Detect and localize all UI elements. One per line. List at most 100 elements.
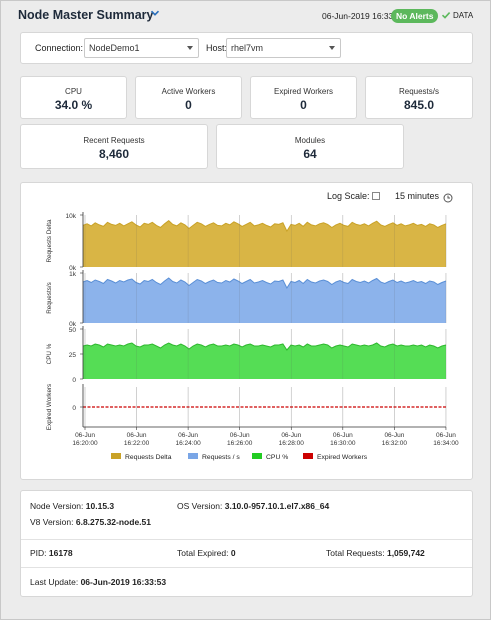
os-version-label: OS Version: xyxy=(177,501,223,511)
x-tick-date: 06-Jun xyxy=(178,432,198,439)
pid-label: PID: xyxy=(30,548,47,558)
series-line-0 xyxy=(82,220,447,233)
x-tick-time: 16:30:00 xyxy=(330,440,356,447)
kpi-modules[interactable]: Modules 64 xyxy=(216,124,404,169)
x-tick-time: 16:34:00 xyxy=(433,440,459,447)
x-tick-time: 16:32:00 xyxy=(382,440,408,447)
legend-swatch xyxy=(188,453,198,459)
node-version-label: Node Version: xyxy=(30,501,84,511)
kpi-value: 8,460 xyxy=(98,147,130,161)
kpi-recent-requests[interactable]: Recent Requests 8,460 xyxy=(20,124,208,169)
log-scale-label: Log Scale: xyxy=(327,191,370,201)
kpi-label: Modules xyxy=(294,136,326,145)
legend-swatch xyxy=(303,453,313,459)
x-tick-date: 06-Jun xyxy=(436,432,456,439)
host-select[interactable]: rhel7vm xyxy=(226,38,341,58)
pid-value: 16178 xyxy=(48,548,73,558)
series-line-2 xyxy=(82,342,447,351)
alert-status-badge[interactable]: No Alerts xyxy=(391,9,439,23)
os-version-value: 3.10.0-957.10.1.el7.x86_64 xyxy=(224,501,330,511)
total-requests-label: Total Requests: xyxy=(326,548,385,558)
kpi-active-workers[interactable]: Active Workers 0 xyxy=(135,76,242,119)
x-tick-date: 06-Jun xyxy=(230,432,250,439)
y-tick-label: 0 xyxy=(72,405,76,412)
total-requests-row: Total Requests: 1,059,742 xyxy=(326,548,425,558)
y-axis-title: Expired Workers xyxy=(46,384,53,430)
total-expired-row: Total Expired: 0 xyxy=(177,548,236,558)
y-tick-label: 50 xyxy=(69,327,77,334)
x-tick-time: 16:26:00 xyxy=(227,440,253,447)
kpi-label: Active Workers xyxy=(161,87,216,96)
x-tick-date: 06-Jun xyxy=(75,432,95,439)
series-line-1 xyxy=(82,277,447,290)
x-tick-date: 06-Jun xyxy=(333,432,353,439)
last-update-value: 06-Jun-2019 16:33:53 xyxy=(80,577,167,587)
kpi-label: Recent Requests xyxy=(83,136,145,145)
page-title: Node Master Summary xyxy=(18,8,154,22)
connection-select-value: NodeDemo1 xyxy=(89,43,140,53)
legend-label: Expired Workers xyxy=(317,454,368,461)
legend-swatch xyxy=(111,453,121,459)
kpi-label: CPU xyxy=(65,87,82,96)
node-version-value: 10.15.3 xyxy=(85,501,115,511)
y-tick-label: 0k xyxy=(69,265,77,272)
y-axis-title: Requests Delta xyxy=(46,219,53,263)
connection-select[interactable]: NodeDemo1 xyxy=(84,38,199,58)
last-update-label: Last Update: xyxy=(30,577,79,587)
kpi-label: Expired Workers xyxy=(274,87,333,96)
kpi-cpu[interactable]: CPU 34.0 % xyxy=(20,76,127,119)
series-area-2 xyxy=(83,343,446,379)
x-tick-time: 16:24:00 xyxy=(175,440,201,447)
x-tick-date: 06-Jun xyxy=(127,432,147,439)
legend-label: Requests Delta xyxy=(125,454,172,461)
x-tick-time: 16:22:00 xyxy=(124,440,150,447)
title-chevron-down-icon[interactable] xyxy=(150,8,160,20)
v8-version-label: V8 Version: xyxy=(30,517,74,527)
legend-swatch xyxy=(252,453,262,459)
data-check-icon xyxy=(441,10,451,22)
chevron-down-icon xyxy=(187,46,193,50)
host-select-value: rhel7vm xyxy=(231,43,264,53)
time-range-label[interactable]: 15 minutes xyxy=(395,191,440,201)
v8-version-row: V8 Version: 6.8.275.32-node.51 xyxy=(30,517,151,527)
kpi-value: 0 xyxy=(300,98,307,112)
y-tick-label: 0k xyxy=(69,321,77,328)
y-axis-title: Requests/s xyxy=(46,282,53,314)
kpi-value: 34.0 % xyxy=(54,98,93,112)
log-scale-checkbox[interactable] xyxy=(372,192,380,200)
total-requests-value: 1,059,742 xyxy=(386,548,425,558)
pid-row: PID: 16178 xyxy=(30,548,73,558)
filter-panel: Connection: NodeDemo1 Host: rhel7vm xyxy=(20,32,473,64)
chevron-down-icon xyxy=(329,46,335,50)
x-tick-time: 16:28:00 xyxy=(279,440,305,447)
header-timestamp: 06-Jun-2019 16:33 xyxy=(322,11,394,21)
kpi-expired-workers[interactable]: Expired Workers 0 xyxy=(250,76,357,119)
connection-label: Connection: xyxy=(35,43,84,53)
y-axis-title: CPU % xyxy=(46,343,53,364)
kpi-value: 64 xyxy=(303,147,317,161)
y-tick-label: 0 xyxy=(72,377,76,384)
kpi-requests-per-sec[interactable]: Requests/s 845.0 xyxy=(365,76,473,119)
x-tick-date: 06-Jun xyxy=(281,432,301,439)
x-tick-date: 06-Jun xyxy=(384,432,404,439)
series-area-0 xyxy=(83,220,446,267)
kpi-value: 845.0 xyxy=(403,98,435,112)
v8-version-value: 6.8.275.32-node.51 xyxy=(75,517,151,527)
header-bar: Node Master Summary 06-Jun-2019 16:33 No… xyxy=(1,1,490,29)
series-area-1 xyxy=(83,278,446,323)
kpi-value: 0 xyxy=(185,98,192,112)
total-expired-value: 0 xyxy=(230,548,236,558)
legend-label: Requests / s xyxy=(202,454,240,461)
host-label: Host: xyxy=(206,43,228,53)
node-version-row: Node Version: 10.15.3 xyxy=(30,501,114,511)
legend-label: CPU % xyxy=(266,454,288,461)
y-tick-label: 1k xyxy=(69,271,77,278)
clock-icon[interactable] xyxy=(443,193,453,205)
info-panel: Node Version: 10.15.3 OS Version: 3.10.0… xyxy=(20,490,473,597)
divider xyxy=(21,567,472,568)
last-update-row: Last Update: 06-Jun-2019 16:33:53 xyxy=(30,577,166,587)
y-tick-label: 25 xyxy=(69,352,77,359)
data-status-label: DATA xyxy=(453,11,474,20)
os-version-row: OS Version: 3.10.0-957.10.1.el7.x86_64 xyxy=(177,501,329,511)
